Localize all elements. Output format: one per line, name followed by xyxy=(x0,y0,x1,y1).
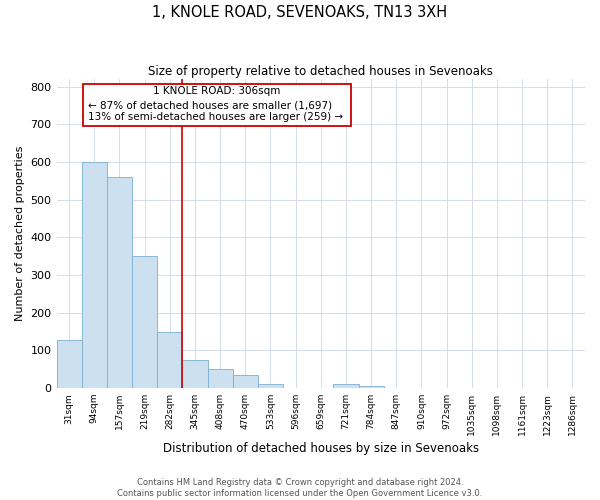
Text: 13% of semi-detached houses are larger (259) →: 13% of semi-detached houses are larger (… xyxy=(88,112,343,122)
Bar xyxy=(182,360,208,388)
X-axis label: Distribution of detached houses by size in Sevenoaks: Distribution of detached houses by size … xyxy=(163,442,479,455)
Text: ← 87% of detached houses are smaller (1,697): ← 87% of detached houses are smaller (1,… xyxy=(88,100,332,110)
Bar xyxy=(56,340,82,388)
Text: Contains HM Land Registry data © Crown copyright and database right 2024.
Contai: Contains HM Land Registry data © Crown c… xyxy=(118,478,482,498)
FancyBboxPatch shape xyxy=(83,84,351,126)
Bar xyxy=(107,177,132,388)
Text: 1 KNOLE ROAD: 306sqm: 1 KNOLE ROAD: 306sqm xyxy=(153,86,281,97)
Bar xyxy=(359,386,383,388)
Bar xyxy=(233,375,258,388)
Y-axis label: Number of detached properties: Number of detached properties xyxy=(15,146,25,322)
Bar xyxy=(157,332,182,388)
Bar xyxy=(132,256,157,388)
Title: Size of property relative to detached houses in Sevenoaks: Size of property relative to detached ho… xyxy=(148,65,493,78)
Text: 1, KNOLE ROAD, SEVENOAKS, TN13 3XH: 1, KNOLE ROAD, SEVENOAKS, TN13 3XH xyxy=(152,5,448,20)
Bar xyxy=(334,384,359,388)
Bar xyxy=(208,369,233,388)
Bar xyxy=(82,162,107,388)
Bar xyxy=(258,384,283,388)
